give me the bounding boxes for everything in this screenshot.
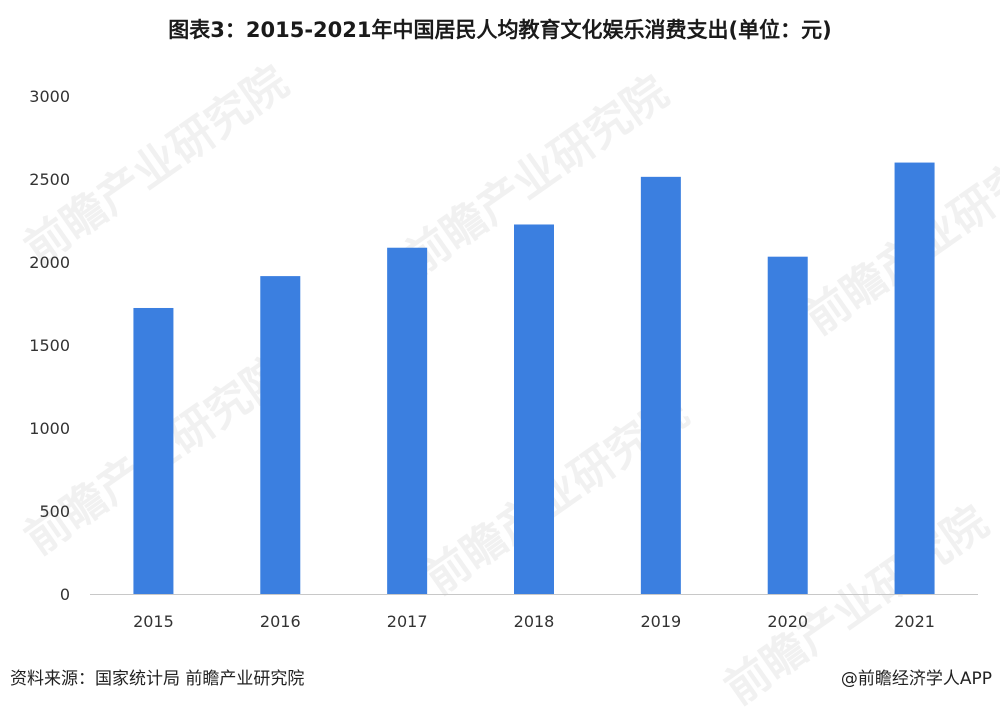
bar-2021 [894,162,935,595]
bar-2019 [640,176,681,595]
bar-2015 [133,307,174,594]
bar-2018 [514,224,554,594]
x-tick-label: 2020 [767,612,808,631]
x-tick-label: 2015 [133,612,174,631]
bar-2017 [387,247,428,594]
x-tick-label: 2021 [894,612,935,631]
y-tick-label: 2000 [29,253,70,272]
source-note: 资料来源：国家统计局 前瞻产业研究院 [10,669,305,689]
x-tick-label: 2017 [387,612,428,631]
y-tick-label: 1000 [29,419,70,438]
bar-2016 [260,276,301,594]
credit-note: @前瞻经济学人APP [840,669,992,689]
bar-2020 [767,256,808,594]
y-tick-label: 1500 [29,336,70,355]
y-tick-label: 500 [39,502,70,521]
x-tick-label: 2016 [260,612,301,631]
y-tick-label: 3000 [29,87,70,106]
chart-title: 图表3：2015-2021年中国居民人均教育文化娱乐消费支出(单位：元) [168,18,832,42]
y-tick-label: 0 [60,585,70,604]
x-tick-label: 2018 [514,612,555,631]
x-tick-label: 2019 [640,612,681,631]
y-tick-label: 2500 [29,170,70,189]
